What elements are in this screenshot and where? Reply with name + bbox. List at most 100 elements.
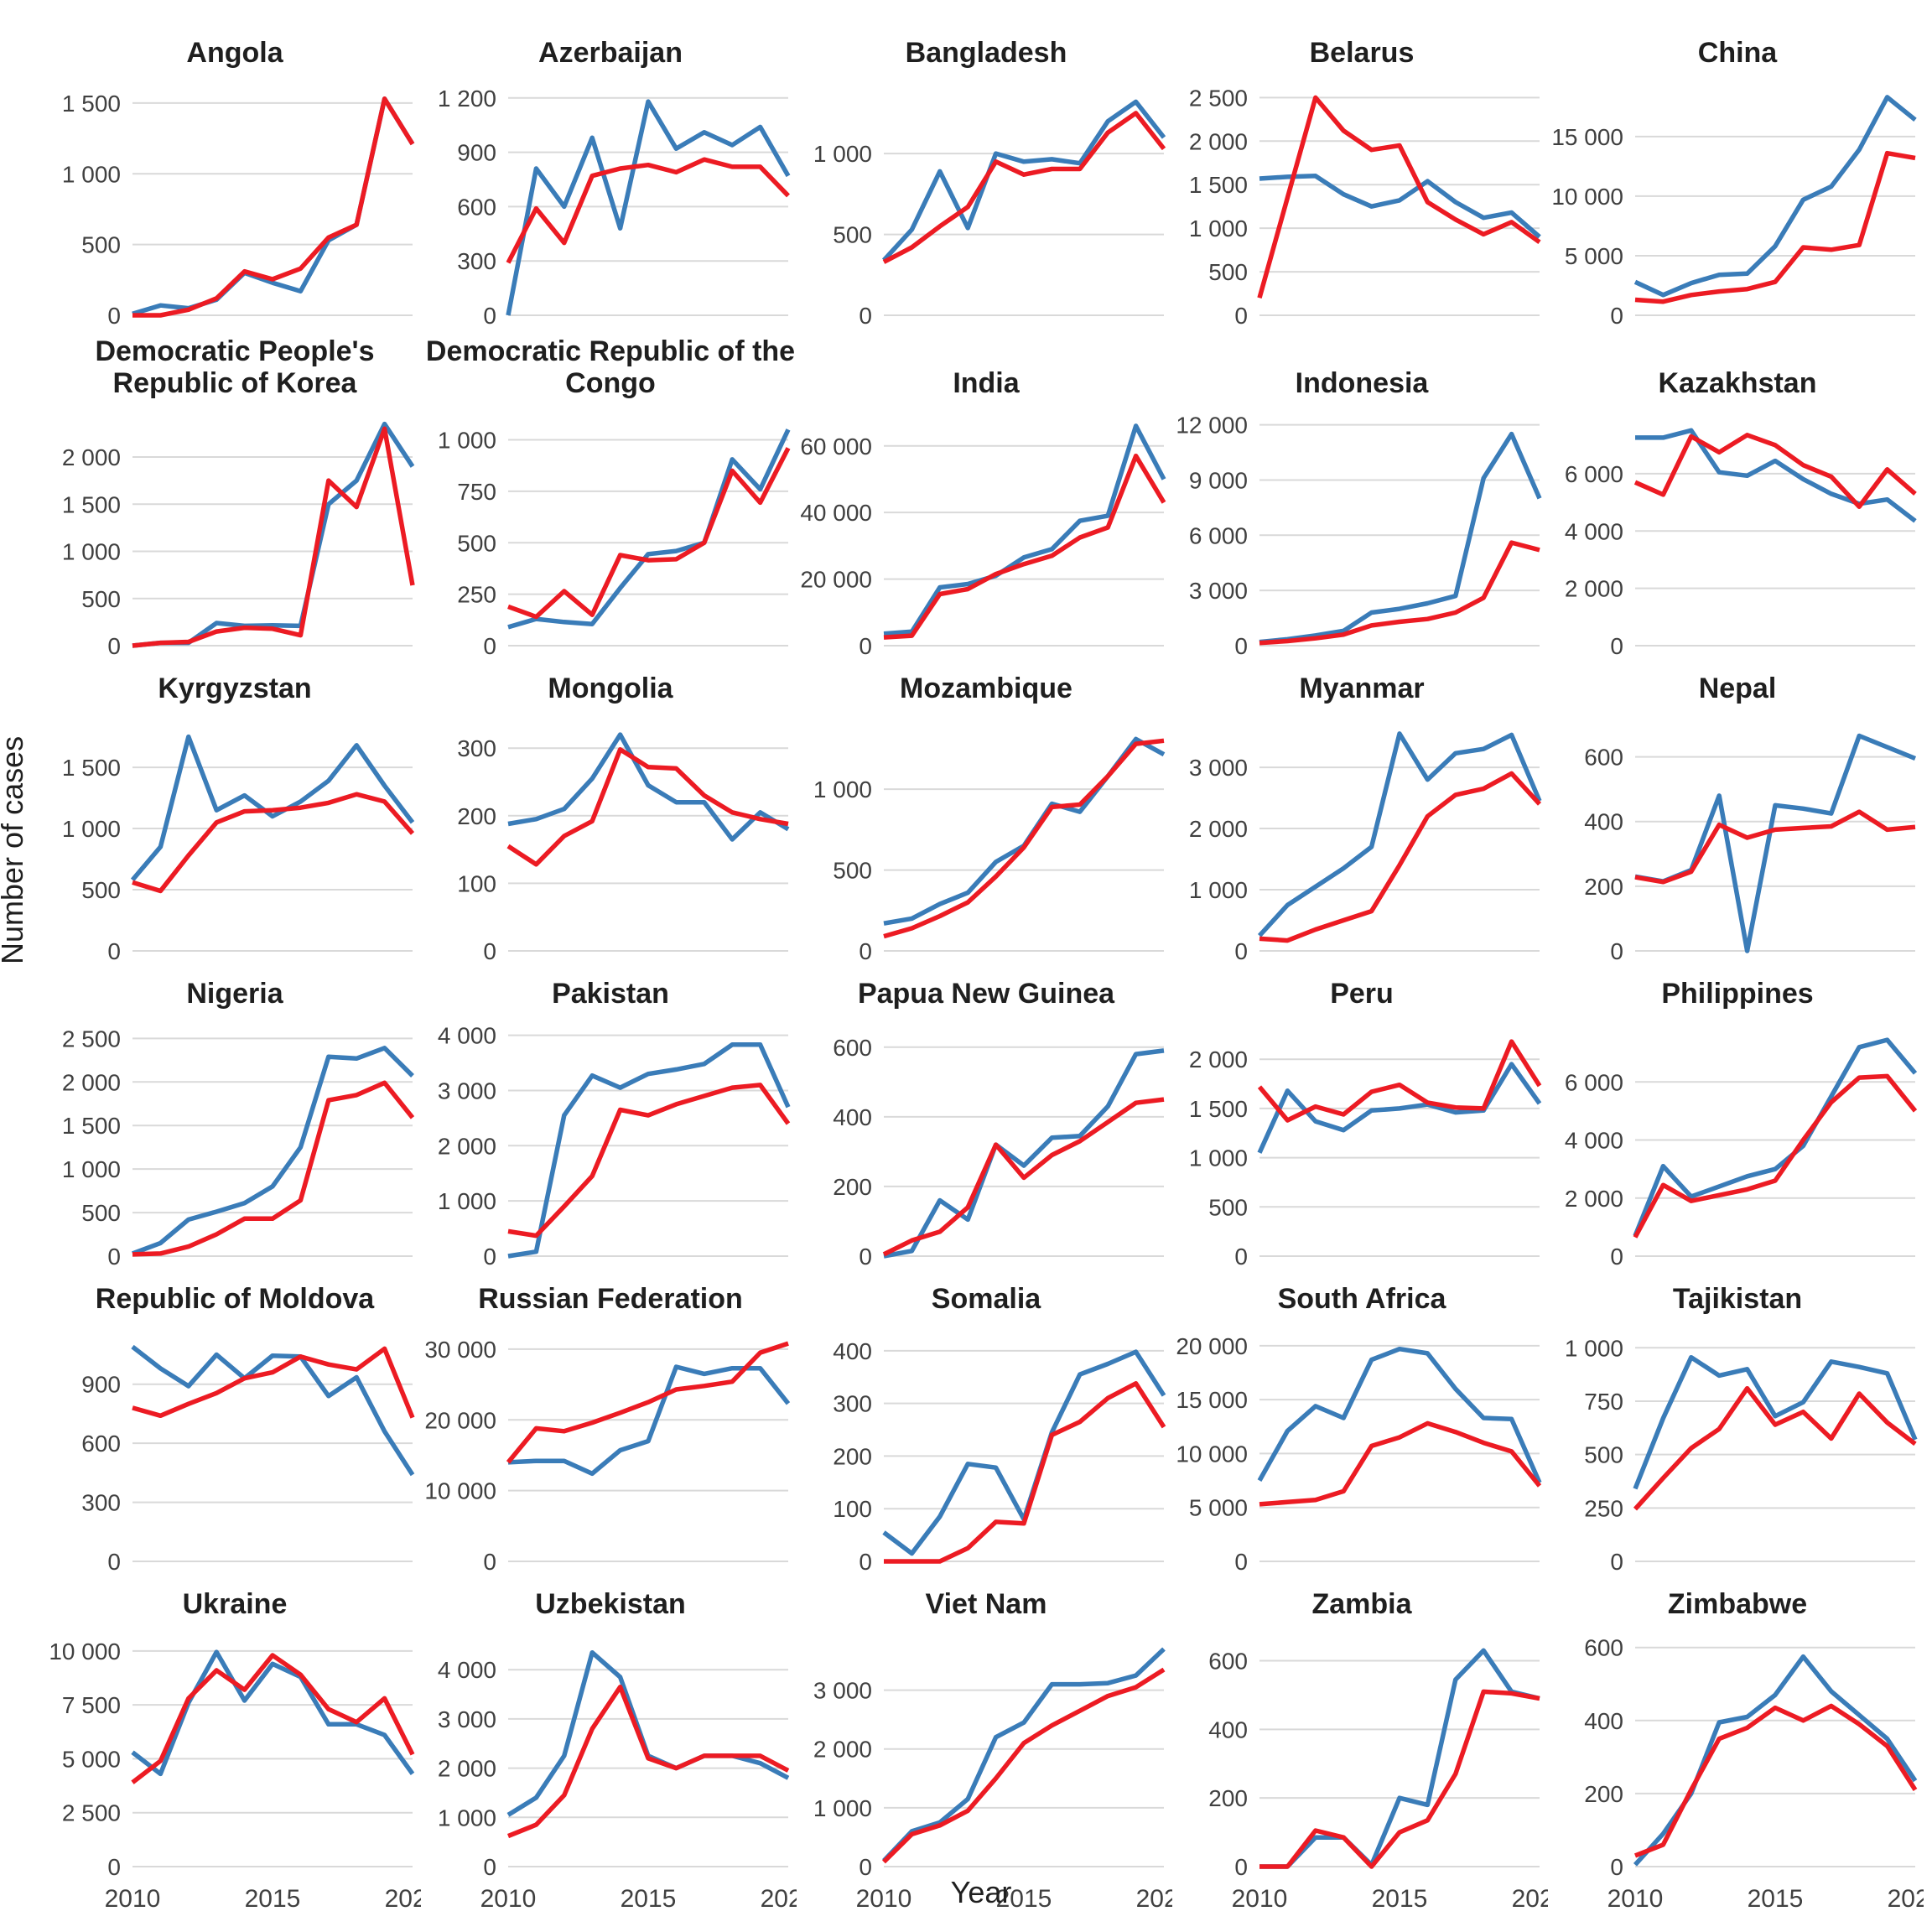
y-tick-label: 300 (457, 248, 496, 274)
y-tick-label: 40 000 (800, 500, 872, 526)
y-tick-label: 200 (833, 1174, 872, 1200)
y-tick-label: 0 (107, 303, 121, 329)
panel-chart: 0 300 600 900 1 200 (438, 86, 791, 329)
panel-title: Azerbaijan (538, 36, 683, 69)
facet-panel: Philippines 0 2 000 4 000 6 000 (1551, 971, 1924, 1271)
y-tick-label: 3 000 (438, 1706, 496, 1732)
series-line-blue (506, 99, 791, 316)
panel-chart: 0 200 400 600 2010 2015 2020 (1584, 1635, 1924, 1913)
panel-chart: 0 500 1 000 1 500 2 000 2 500 (62, 1026, 415, 1270)
panel-title: China (1697, 36, 1778, 69)
y-tick-label: 20 000 (424, 1407, 496, 1433)
series-line-red (1634, 809, 1916, 885)
y-tick-label: 600 (1584, 745, 1623, 771)
series-line-blue (1259, 1648, 1540, 1869)
series-line-red (883, 738, 1165, 939)
x-tick-label: 2015 (621, 1885, 677, 1913)
panel-chart: 0 10 000 20 000 30 000 (424, 1337, 791, 1575)
y-tick-label: 500 (1208, 259, 1248, 285)
y-tick-label: 600 (833, 1035, 872, 1061)
y-tick-label: 750 (1584, 1389, 1623, 1415)
facet-panel: Indonesia 0 3 000 6 000 9 000 12 000 (1176, 361, 1548, 661)
y-tick-label: 200 (833, 1444, 872, 1470)
series-line-red (882, 111, 1166, 264)
panel-title: Republic of Moldova (95, 1283, 375, 1316)
facet-panel: Ukraine 0 2 500 5 000 7 500 10 000 2010 2015 202… (49, 1581, 421, 1924)
series-line-red (882, 1667, 1166, 1864)
panel-title: Indonesia (1295, 367, 1429, 400)
y-tick-label: 2 000 (1565, 1186, 1623, 1212)
panel-chart: 0 1 000 2 000 3 000 (1189, 731, 1542, 964)
y-tick-label: 300 (833, 1391, 872, 1417)
facet-panel: Somalia 0 100 200 300 400 (800, 1276, 1172, 1576)
y-tick-label: 500 (1208, 1194, 1248, 1220)
panel-chart: 0 2 500 5 000 7 500 10 000 2010 2015 2020 (49, 1639, 421, 1913)
facet-panel: Uzbekistan 0 1 000 2 000 3 000 4 000 2010 2015 2… (424, 1581, 797, 1924)
y-tick-label: 600 (1208, 1649, 1248, 1675)
y-tick-label: 0 (859, 1244, 872, 1270)
y-tick-label: 1 000 (62, 1156, 121, 1182)
panel-chart: 0 500 1 000 (813, 736, 1166, 964)
panel-chart: 0 500 1 000 1 500 (62, 735, 415, 964)
series-line-blue (1633, 95, 1917, 298)
y-tick-label: 400 (1584, 809, 1623, 835)
series-line-red (506, 1685, 790, 1839)
y-tick-label: 900 (81, 1372, 121, 1398)
y-tick-label: 900 (457, 140, 496, 166)
x-tick-label: 2010 (105, 1885, 161, 1913)
series-line-red (883, 454, 1166, 641)
facet-panel: Myanmar 0 1 000 2 000 3 000 (1176, 666, 1548, 966)
y-tick-label: 0 (1610, 633, 1623, 659)
series-line-red (1634, 1703, 1918, 1858)
x-axis-label: Year (950, 1875, 1012, 1909)
facet-panel: Tajikistan 0 250 500 750 1 000 (1551, 1276, 1924, 1576)
series-line-blue (881, 99, 1166, 262)
series-line-blue (507, 1042, 791, 1259)
y-tick-label: 10 000 (424, 1478, 496, 1504)
series-line-red (132, 96, 415, 318)
facet-panel: Peru 0 500 1 000 1 500 2 000 (1176, 971, 1548, 1271)
y-tick-label: 2 000 (1189, 816, 1248, 842)
panel-title: Ukraine (182, 1588, 288, 1621)
panel-title: Myanmar (1299, 673, 1425, 705)
facet-panel: Zambia 0 200 400 600 2010 2015 2020 (1176, 1581, 1548, 1924)
series-line-blue (1633, 1355, 1918, 1490)
panel-title: Russian Federation (478, 1283, 743, 1316)
panel-chart: 0 5 000 10 000 15 000 20 000 (1176, 1333, 1542, 1575)
series-line-blue (882, 1647, 1166, 1863)
panel-title: Mongolia (548, 673, 673, 705)
y-tick-label: 5 000 (1189, 1495, 1248, 1521)
facet-panel: Kyrgyzstan 0 500 1 000 1 500 (49, 666, 421, 966)
y-tick-label: 0 (859, 1854, 872, 1880)
y-tick-label: 200 (457, 803, 496, 829)
y-tick-label: 0 (1234, 1854, 1248, 1880)
y-tick-label: 0 (1234, 938, 1248, 964)
y-tick-label: 0 (1234, 303, 1248, 329)
y-tick-label: 2 500 (62, 1800, 121, 1826)
series-line-blue (507, 732, 790, 842)
y-tick-label: 0 (1610, 1244, 1623, 1270)
panel-title: Papua New Guinea (857, 978, 1115, 1010)
y-tick-label: 20 000 (800, 567, 872, 593)
panel-title: India (953, 367, 1020, 400)
y-tick-label: 200 (1584, 1781, 1623, 1807)
y-tick-label: 250 (457, 582, 496, 608)
series-line-red (1633, 1386, 1917, 1511)
panel-title: Mozambique (900, 673, 1072, 705)
y-tick-label: 1 000 (438, 428, 496, 454)
y-tick-label: 0 (859, 1549, 872, 1575)
y-tick-label: 200 (1584, 874, 1623, 900)
y-tick-label: 1 000 (62, 161, 121, 187)
y-tick-label: 0 (1610, 303, 1623, 329)
y-tick-label: 100 (457, 871, 496, 897)
x-tick-label: 2020 (1512, 1885, 1548, 1913)
series-line-red (1633, 433, 1917, 510)
y-tick-label: 0 (483, 1244, 496, 1270)
panel-chart: 0 3 000 6 000 9 000 12 000 (1176, 413, 1542, 659)
x-tick-label: 2020 (1136, 1885, 1172, 1913)
series-line-red (506, 747, 789, 867)
y-tick-label: 0 (483, 303, 496, 329)
y-tick-label: 0 (1610, 938, 1623, 964)
panel-title: Uzbekistan (535, 1588, 686, 1621)
series-line-red (1257, 95, 1541, 299)
